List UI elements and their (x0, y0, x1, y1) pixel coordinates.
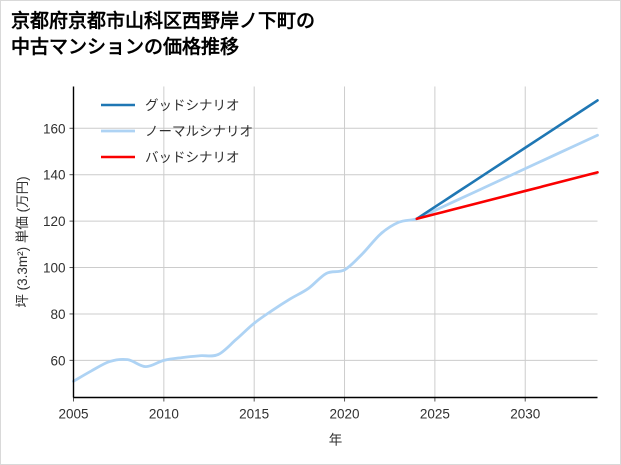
series-lines (72, 99, 599, 383)
x-tick-label: 2005 (58, 407, 88, 422)
y-tick-label: 60 (50, 353, 65, 368)
y-tick-label: 140 (43, 168, 66, 183)
y-tick-label: 100 (43, 261, 66, 276)
x-tick-label: 2030 (510, 407, 540, 422)
series-line (415, 99, 599, 221)
legend-label: ノーマルシナリオ (145, 124, 253, 139)
y-tick-labels: 60 80 100 120 140 160 (43, 121, 66, 368)
x-tick-labels: 2005 2010 2015 2020 2025 2030 (58, 407, 540, 422)
series-line (415, 171, 599, 221)
axis-spines (72, 86, 598, 399)
x-tick-label: 2015 (239, 407, 269, 422)
axis-titles: 年 坪 (3.3m²) 単価 (万円) (15, 176, 342, 447)
gridlines (73, 86, 598, 398)
x-tick-label: 2020 (330, 407, 360, 422)
x-tick-label: 2025 (420, 407, 450, 422)
x-tick-label: 2010 (149, 407, 179, 422)
legend-label: バッドシナリオ (145, 150, 240, 165)
y-axis-title: 坪 (3.3m²) 単価 (万円) (15, 176, 30, 307)
x-axis-title: 年 (329, 433, 343, 448)
y-tick-label: 120 (43, 214, 66, 229)
y-tick-label: 160 (43, 121, 66, 136)
legend-label: グッドシナリオ (145, 98, 240, 113)
page-title: 京都府京都市山科区西野岸ノ下町の 中古マンションの価格推移 (11, 11, 316, 58)
y-tick-label: 80 (50, 307, 65, 322)
series-line (72, 133, 599, 383)
